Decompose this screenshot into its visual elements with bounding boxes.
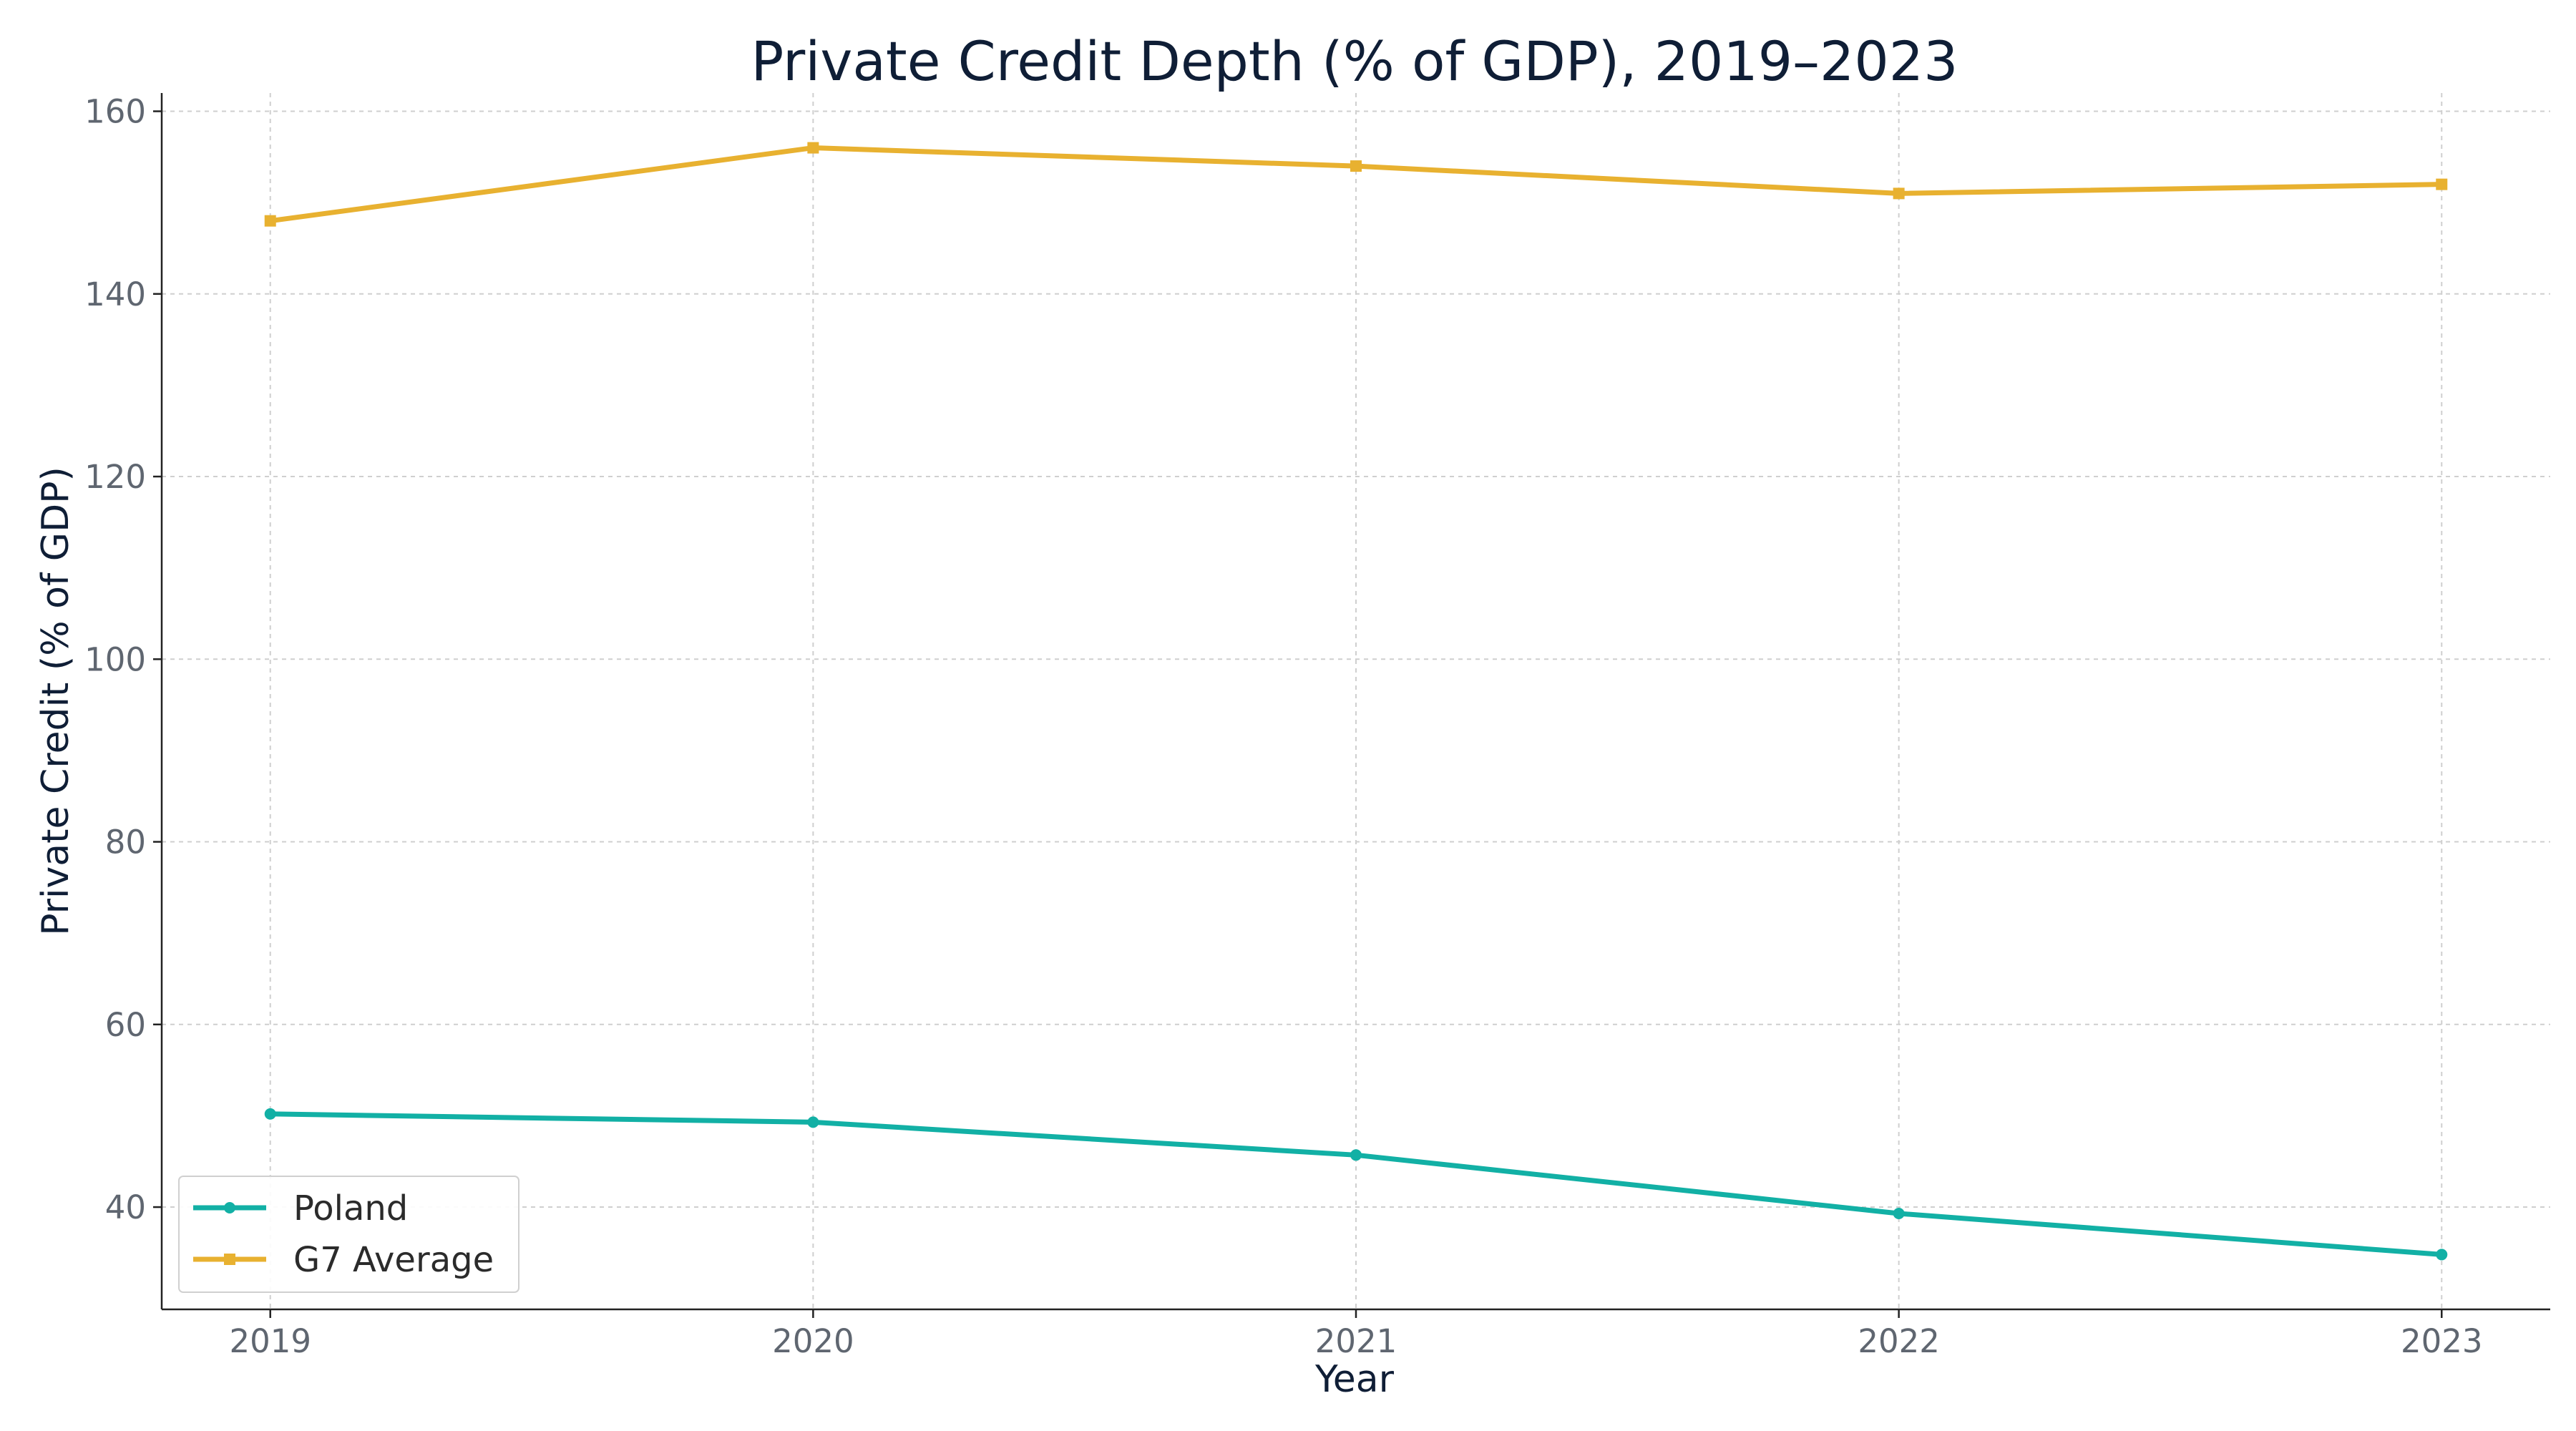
data-point-poland	[1893, 1207, 1905, 1219]
series-group	[264, 142, 2448, 1261]
y-tick-label: 80	[105, 824, 146, 861]
axes: 40 60 80 100 120 140 160 2019 2020 2021 2022 2023	[84, 93, 2550, 1360]
legend-label-g7-average: G7 Average	[293, 1240, 494, 1280]
y-tick-label: 160	[84, 93, 146, 131]
data-point-poland	[807, 1116, 819, 1128]
data-point-g7-average	[807, 142, 819, 154]
y-tick-label: 120	[84, 458, 146, 496]
legend-marker-poland	[224, 1202, 235, 1213]
y-tick-label: 60	[105, 1006, 146, 1044]
data-point-g7-average	[1893, 187, 1905, 200]
x-axis-label: Year	[1314, 1358, 1395, 1401]
x-tick-label: 2022	[1858, 1322, 1940, 1360]
x-tick-label: 2020	[772, 1322, 854, 1360]
y-axis-label: Private Credit (% of GDP)	[34, 467, 77, 936]
y-tick-label: 140	[84, 275, 146, 313]
data-point-poland	[264, 1108, 276, 1120]
data-point-g7-average	[2436, 178, 2448, 190]
x-tick-label: 2019	[229, 1322, 311, 1360]
chart-title: Private Credit Depth (% of GDP), 2019–20…	[751, 29, 1958, 93]
series-line-g7-average	[268, 145, 2444, 224]
x-tick-label: 2021	[1315, 1322, 1397, 1360]
y-tick-label: 100	[84, 640, 146, 678]
data-point-g7-average	[1350, 160, 1362, 172]
legend-label-poland: Poland	[293, 1188, 408, 1229]
legend: Poland G7 Average	[178, 1176, 519, 1293]
data-point-poland	[1350, 1149, 1362, 1161]
data-point-poland	[2436, 1249, 2448, 1261]
y-tick-label: 40	[105, 1188, 146, 1226]
legend-marker-g7-average	[224, 1254, 235, 1265]
data-point-g7-average	[264, 215, 276, 227]
grid	[162, 93, 2550, 1309]
x-tick-label: 2023	[2401, 1322, 2483, 1360]
